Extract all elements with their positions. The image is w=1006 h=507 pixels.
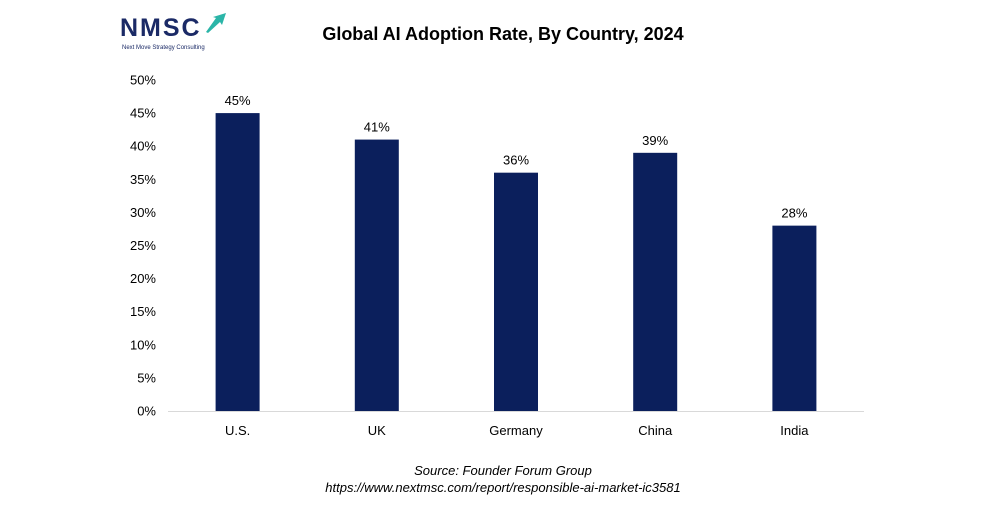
x-tick-label: UK — [368, 423, 386, 438]
logo-text: NMSC — [120, 14, 202, 42]
bar — [633, 152, 678, 411]
y-tick-label: 40% — [130, 139, 156, 154]
y-tick-label: 35% — [130, 172, 156, 187]
bar — [494, 172, 538, 411]
x-tick-label: Germany — [489, 423, 543, 438]
y-tick-label: 15% — [130, 304, 156, 319]
y-tick-label: 25% — [130, 238, 156, 253]
logo-arrow-icon — [206, 13, 226, 33]
bar — [215, 113, 260, 411]
y-tick-label: 5% — [137, 370, 156, 385]
source-url: https://www.nextmsc.com/report/responsib… — [325, 480, 681, 495]
data-label: 28% — [781, 206, 807, 221]
y-tick-label: 20% — [130, 271, 156, 286]
x-tick-label: India — [780, 423, 809, 438]
data-label: 36% — [503, 153, 529, 168]
x-tick-label: China — [638, 423, 673, 438]
data-label: 41% — [364, 120, 390, 135]
chart-title: Global AI Adoption Rate, By Country, 202… — [322, 24, 684, 44]
source-text: Source: Founder Forum Group — [414, 463, 592, 478]
brand-logo: NMSC Next Move Strategy Consulting — [120, 12, 232, 54]
x-tick-label: U.S. — [225, 423, 250, 438]
data-label: 39% — [642, 133, 668, 148]
y-tick-label: 10% — [130, 337, 156, 352]
logo-tagline: Next Move Strategy Consulting — [122, 45, 205, 51]
y-tick-label: 0% — [137, 404, 156, 419]
y-tick-label: 50% — [130, 73, 156, 88]
source-note: Source: Founder Forum Group https://www.… — [0, 462, 1006, 496]
bar — [354, 139, 399, 411]
bar — [772, 225, 817, 411]
y-tick-label: 30% — [130, 205, 156, 220]
data-label: 45% — [225, 93, 251, 108]
y-tick-label: 45% — [130, 106, 156, 121]
